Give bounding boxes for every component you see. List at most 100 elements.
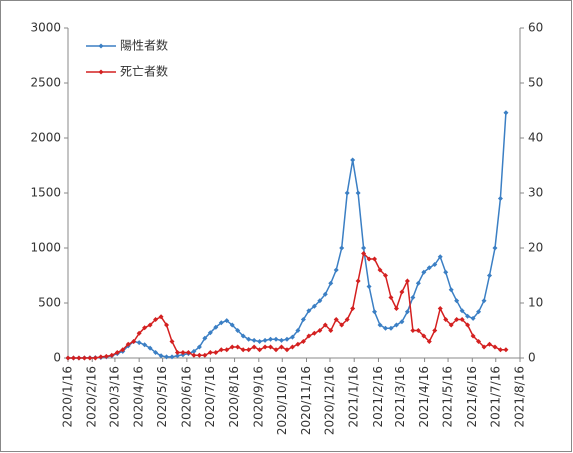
data-point <box>465 322 471 328</box>
data-point <box>87 355 93 361</box>
data-point <box>339 245 345 251</box>
data-point <box>476 309 482 315</box>
data-point <box>147 345 153 351</box>
data-point <box>350 306 356 311</box>
legend-marker <box>98 43 104 49</box>
data-point <box>470 315 476 321</box>
x-tick-label: 2020/4/16 <box>132 366 146 428</box>
data-point <box>131 339 137 344</box>
data-point <box>443 317 449 322</box>
data-point <box>142 325 148 331</box>
y2-tick-label: 30 <box>528 186 543 200</box>
y2-tick-label: 20 <box>528 241 543 255</box>
data-point <box>202 352 208 358</box>
data-point <box>273 336 279 342</box>
data-point <box>448 287 454 293</box>
data-point <box>202 335 208 341</box>
data-point <box>207 350 213 355</box>
data-point <box>268 336 274 342</box>
data-point <box>426 339 432 344</box>
y-tick-label: 0 <box>53 351 61 365</box>
data-point <box>393 322 399 328</box>
data-point <box>207 330 213 336</box>
data-point <box>333 317 339 322</box>
x-tick-label: 2020/8/16 <box>227 366 241 428</box>
x-tick-label: 2021/2/16 <box>371 366 385 428</box>
x-tick-label: 2021/5/16 <box>441 366 455 428</box>
data-point <box>300 339 306 344</box>
data-point <box>459 317 465 322</box>
data-point <box>344 190 350 196</box>
data-point <box>454 298 460 304</box>
data-point <box>114 350 120 355</box>
legend-marker <box>98 69 104 75</box>
data-point <box>410 328 416 333</box>
data-point <box>432 328 438 333</box>
data-point <box>448 322 454 328</box>
data-point <box>322 322 328 328</box>
data-point <box>295 341 301 347</box>
data-point <box>311 330 317 336</box>
data-point <box>355 190 361 196</box>
data-point <box>421 333 427 339</box>
data-point <box>229 322 235 328</box>
data-point <box>153 317 159 322</box>
x-tick-label: 2020/3/16 <box>107 366 121 428</box>
data-point <box>224 318 230 324</box>
data-point <box>147 322 153 328</box>
data-point <box>153 350 159 355</box>
data-point <box>136 330 142 336</box>
data-point <box>470 333 476 339</box>
data-point <box>81 355 87 361</box>
y2-tick-label: 60 <box>528 21 543 35</box>
data-point <box>426 265 432 271</box>
data-point <box>399 289 405 295</box>
data-point <box>262 337 268 343</box>
data-point <box>257 347 263 353</box>
data-point <box>164 354 170 360</box>
data-point <box>262 344 268 350</box>
data-point <box>421 269 427 275</box>
data-point <box>317 298 323 304</box>
y-tick-label: 3000 <box>30 21 61 35</box>
x-tick-label: 2020/1/16 <box>61 366 75 428</box>
y-tick-label: 500 <box>38 296 61 310</box>
data-point <box>487 341 493 347</box>
data-point <box>295 328 301 333</box>
y2-tick-label: 10 <box>528 296 543 310</box>
data-point <box>92 355 98 361</box>
data-point <box>328 328 334 333</box>
data-point <box>174 353 180 359</box>
data-point <box>289 344 295 350</box>
data-point <box>306 308 312 314</box>
data-point <box>311 303 317 309</box>
data-point <box>404 278 410 284</box>
data-point <box>465 313 471 319</box>
x-tick-label: 2021/4/16 <box>417 366 431 428</box>
data-point <box>142 342 148 348</box>
data-point <box>476 339 482 344</box>
data-point <box>273 347 279 353</box>
y2-tick-label: 0 <box>528 351 536 365</box>
data-point <box>497 347 503 353</box>
data-point <box>382 273 388 278</box>
data-point <box>399 319 405 325</box>
data-point <box>125 341 131 347</box>
x-tick-label: 2020/2/16 <box>85 366 99 428</box>
data-point <box>328 280 334 286</box>
data-point <box>284 347 290 353</box>
data-point <box>70 355 76 361</box>
data-point <box>268 344 274 350</box>
data-point <box>196 344 202 350</box>
x-tick-label: 2020/7/16 <box>203 366 217 428</box>
data-point <box>185 350 191 355</box>
data-point <box>229 344 235 350</box>
data-point <box>355 278 361 284</box>
data-point <box>98 354 104 360</box>
x-tick-label: 2020/5/16 <box>155 366 169 428</box>
data-point <box>487 273 493 278</box>
data-point <box>284 336 290 342</box>
data-point <box>322 291 328 297</box>
y-tick-label: 1000 <box>30 241 61 255</box>
